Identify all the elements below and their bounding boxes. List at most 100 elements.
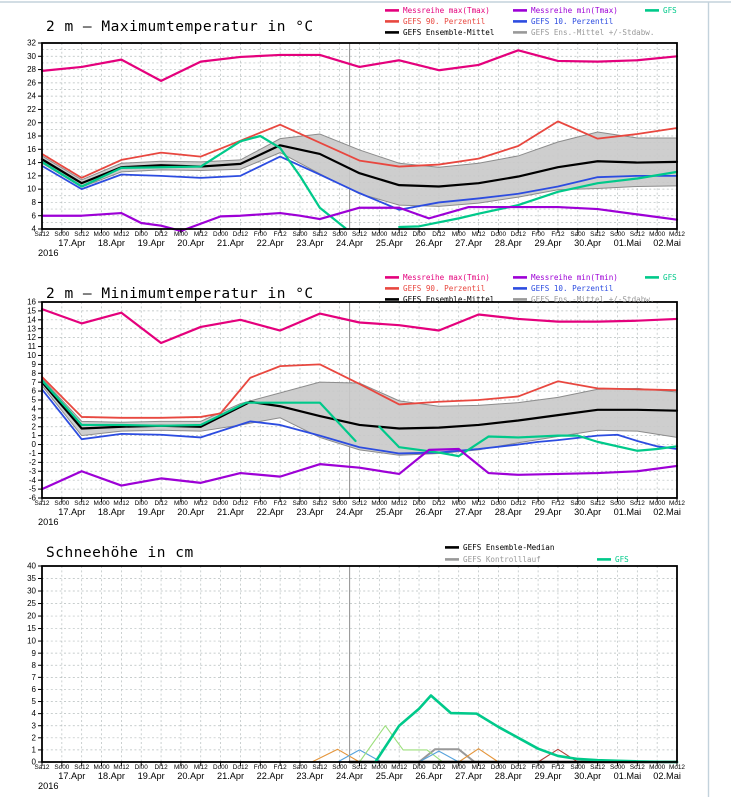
x-axis-label: Sa12	[35, 764, 50, 771]
x-axis-label: So00	[610, 231, 625, 238]
x-axis-label: So12	[74, 500, 89, 507]
legend-label: GEFS 90. Perzentil	[403, 17, 485, 26]
legend-label: GEFS Kontrolllauf	[463, 555, 541, 564]
legend-label: GEFS Ens.-Mittel +/-Stdabw.	[531, 295, 654, 304]
y-axis-label: 12	[27, 171, 36, 180]
x-axis-label: Mo00	[94, 231, 110, 238]
x-axis-date-label: 26.Apr	[415, 507, 442, 517]
series-messreihe-max-tmax	[40, 49, 679, 82]
y-axis-label: 4	[32, 405, 37, 414]
x-axis-label: Sa12	[312, 500, 327, 507]
y-axis-label: 1	[32, 746, 37, 755]
legend-label: GEFS 10. Perzentil	[531, 284, 613, 293]
y-axis-label: 14	[27, 315, 36, 324]
y-axis-label: 12	[27, 333, 36, 342]
x-axis-date-label: 22.Apr	[257, 507, 284, 517]
x-axis-year-label: 2016	[38, 248, 58, 258]
x-axis-label: Mi00	[452, 231, 466, 238]
x-axis-label: Mo00	[371, 764, 387, 771]
x-axis-label: So12	[630, 500, 645, 507]
x-axis-date-label: 24.Apr	[336, 238, 363, 248]
series-messreihe-min-tmin	[40, 447, 679, 491]
x-axis-date-label: 02.Mai	[653, 507, 681, 517]
y-axis-label: 20	[27, 118, 36, 127]
legend-label: GEFS Ensemble-Mittel	[403, 295, 494, 304]
x-axis-label: Mi12	[472, 231, 486, 238]
x-axis-label: So12	[74, 231, 89, 238]
y-axis-label: 10	[27, 185, 36, 194]
x-axis-label: So00	[332, 231, 347, 238]
x-axis-date-label: 25.Apr	[376, 507, 403, 517]
x-axis-date-label: 18.Apr	[98, 507, 125, 517]
x-axis-label: Do00	[491, 231, 507, 238]
series-gefs-ensemble-mittel	[40, 144, 679, 188]
y-axis-label: 3	[32, 413, 37, 422]
x-axis-label: Sa12	[590, 231, 605, 238]
x-axis-label: Do12	[511, 500, 527, 507]
x-axis-date-label: 30.Apr	[574, 238, 601, 248]
x-axis-date-label: 29.Apr	[534, 238, 561, 248]
x-axis-date-label: 28.Apr	[495, 238, 522, 248]
x-axis-label: Mi12	[194, 231, 208, 238]
stdev-band-upper-edge	[41, 131, 677, 181]
y-axis-label: 3	[32, 721, 37, 730]
x-axis-date-label: 17.Apr	[58, 507, 85, 517]
x-axis-label: Di00	[412, 500, 426, 507]
x-axis-date-label: 25.Apr	[376, 771, 403, 781]
x-axis-label: Fr00	[532, 500, 546, 507]
x-axis-date-label: 26.Apr	[415, 238, 442, 248]
y-axis-label: 9	[32, 649, 37, 658]
x-axis-label: Fr12	[551, 500, 565, 507]
series-gfs-segment-1	[40, 379, 357, 443]
y-axis-label: 28	[27, 65, 36, 74]
x-axis-label: So12	[352, 231, 367, 238]
legend-label: GEFS 90. Perzentil	[403, 284, 485, 293]
x-axis-label: Sa12	[35, 500, 50, 507]
y-axis-label: -1	[29, 449, 37, 458]
x-axis-label: So00	[332, 500, 347, 507]
y-axis-label: -6	[29, 494, 37, 503]
x-axis-label: So00	[54, 500, 69, 507]
x-axis-date-label: 28.Apr	[495, 507, 522, 517]
x-axis-label: Mi12	[472, 764, 486, 771]
series-ensemble-member-green-a	[358, 725, 444, 763]
series-gefs-90-perzentil	[41, 120, 678, 179]
x-axis-date-label: 24.Apr	[336, 771, 363, 781]
series-gefs-10-perzentil	[41, 388, 678, 455]
y-axis-label: -2	[29, 458, 37, 467]
x-axis-label: Fr00	[254, 231, 268, 238]
x-axis-label: Mo00	[649, 231, 665, 238]
y-axis-label: 10	[27, 637, 36, 646]
x-axis-date-label: 27.Apr	[455, 771, 482, 781]
y-axis-label: 5	[32, 396, 37, 405]
stdev-band	[42, 378, 677, 456]
x-axis-label: So12	[630, 231, 645, 238]
x-axis-label: Mi00	[174, 500, 188, 507]
x-axis-date-label: 27.Apr	[455, 238, 482, 248]
x-axis-date-label: 19.Apr	[138, 771, 165, 781]
x-axis-date-label: 21.Apr	[217, 771, 244, 781]
x-axis-date-label: 27.Apr	[455, 507, 482, 517]
series-gfs	[374, 694, 679, 764]
series-gfs-segment-2	[378, 425, 679, 458]
x-axis-label: So12	[352, 764, 367, 771]
stdev-band	[42, 132, 677, 207]
x-axis-label: So00	[610, 764, 625, 771]
x-axis-label: Mo00	[371, 231, 387, 238]
y-axis-label: 26	[27, 78, 36, 87]
x-axis-label: Di00	[135, 500, 149, 507]
x-axis-date-label: 28.Apr	[495, 771, 522, 781]
y-axis-label: 16	[27, 145, 36, 154]
x-axis-date-label: 30.Apr	[574, 507, 601, 517]
series-messreihe-min-tmax	[40, 205, 679, 233]
y-axis-label: 2	[32, 422, 37, 431]
x-axis-label: Fr00	[532, 231, 546, 238]
x-axis-label: Di12	[432, 231, 446, 238]
x-axis-date-label: 20.Apr	[177, 771, 204, 781]
x-axis-date-label: 29.Apr	[534, 771, 561, 781]
series-ensemble-member-orange-a	[311, 748, 361, 763]
x-axis-label: Mi00	[174, 764, 188, 771]
legend-label: Messreihe max(Tmin)	[403, 273, 490, 282]
x-axis-label: So00	[332, 764, 347, 771]
